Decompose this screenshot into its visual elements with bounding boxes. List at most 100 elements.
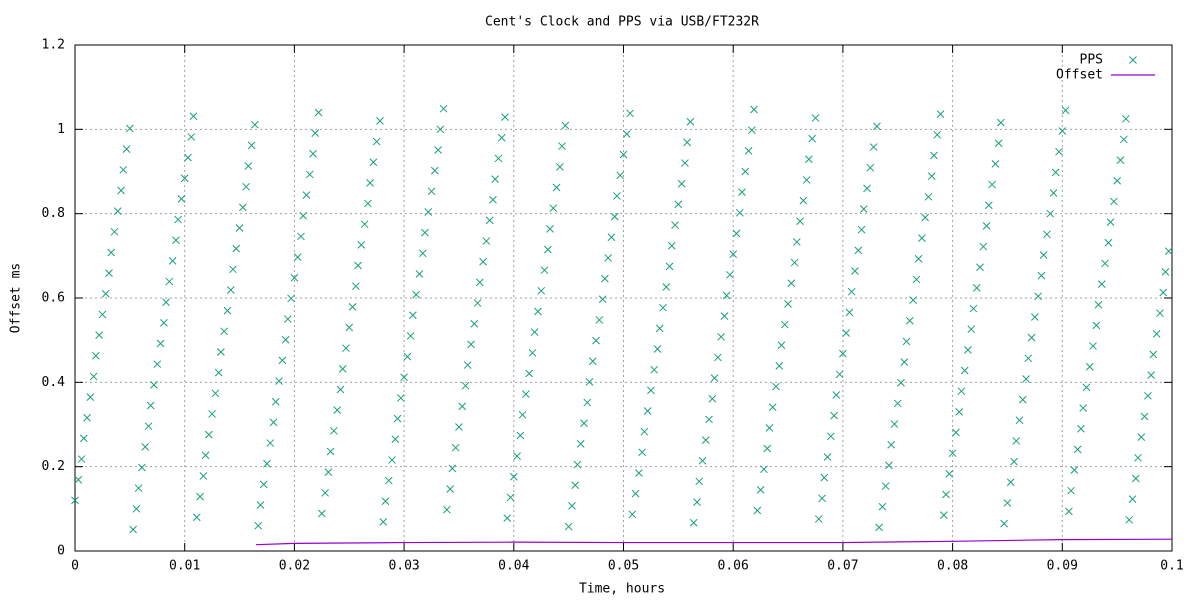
pps-point xyxy=(107,248,116,257)
pps-point xyxy=(391,435,400,444)
pps-point xyxy=(671,221,679,229)
offset-line xyxy=(255,538,1173,546)
pps-point xyxy=(750,105,758,114)
pps-point xyxy=(430,166,439,175)
pps-point xyxy=(677,179,686,188)
y-tick-label: 0.4 xyxy=(42,375,66,390)
pps-point xyxy=(832,391,841,399)
pps-point xyxy=(1113,176,1122,185)
pps-point xyxy=(473,299,482,307)
pps-point xyxy=(1164,247,1173,256)
pps-point xyxy=(321,488,329,497)
pps-point xyxy=(443,505,451,514)
pps-point xyxy=(501,113,509,121)
pps-point xyxy=(174,215,182,224)
pps-point xyxy=(503,514,512,522)
pps-point xyxy=(576,440,585,448)
pps-point xyxy=(887,440,896,449)
pps-point xyxy=(369,158,378,167)
pps-point xyxy=(681,159,689,167)
pps-point xyxy=(792,238,801,246)
pps-point xyxy=(808,134,817,143)
pps-point xyxy=(1010,457,1018,466)
pps-point xyxy=(534,307,542,316)
pps-point xyxy=(805,155,813,164)
pps-point xyxy=(552,183,561,192)
x-tick-label: 0.1 xyxy=(1160,559,1183,574)
pps-point xyxy=(376,117,384,125)
pps-point xyxy=(393,414,402,423)
pps-point xyxy=(269,418,278,427)
pps-point xyxy=(875,523,883,532)
x-tick-label: 0.01 xyxy=(169,559,200,574)
pps-point xyxy=(622,130,631,138)
pps-point xyxy=(1092,321,1101,330)
pps-point xyxy=(695,477,704,486)
pps-point xyxy=(638,448,647,457)
pps-point xyxy=(470,319,479,328)
pps-point xyxy=(543,245,552,254)
pps-point xyxy=(1022,375,1030,383)
pps-point xyxy=(741,167,750,176)
pps-point xyxy=(162,298,170,307)
y-tick-label: 1 xyxy=(57,122,65,137)
pps-point xyxy=(909,296,917,304)
pps-point xyxy=(701,436,710,444)
pps-point xyxy=(196,492,204,501)
pps-point xyxy=(598,295,607,304)
pps-point xyxy=(647,386,655,395)
pps-point xyxy=(945,469,954,478)
pps-point xyxy=(415,270,424,278)
pps-point xyxy=(448,464,457,473)
pps-point xyxy=(256,501,265,509)
pps-point xyxy=(1051,168,1060,177)
pps-point xyxy=(1006,478,1015,487)
pps-point xyxy=(905,316,914,325)
pps-point xyxy=(409,311,417,320)
pps-point xyxy=(141,442,150,451)
pps-point xyxy=(1161,268,1170,276)
pps-point xyxy=(467,340,475,349)
pps-point xyxy=(1097,280,1106,288)
x-tick-label: 0.08 xyxy=(937,559,968,574)
pps-point xyxy=(110,227,119,236)
pps-point xyxy=(1031,313,1039,321)
pps-point xyxy=(396,394,405,402)
pps-point xyxy=(939,511,948,520)
pps-point xyxy=(1094,300,1103,309)
pps-point xyxy=(842,329,851,337)
pps-point xyxy=(851,267,859,275)
pps-point xyxy=(982,222,991,230)
pps-point xyxy=(665,262,674,271)
x-tick-label: 0.05 xyxy=(608,559,639,574)
pps-point xyxy=(708,394,717,403)
pps-point xyxy=(859,205,868,213)
pps-point xyxy=(427,187,436,196)
pps-point xyxy=(930,151,938,160)
pps-point xyxy=(738,188,746,197)
pps-point xyxy=(247,141,256,150)
y-tick-label: 0.2 xyxy=(42,459,65,474)
pps-point xyxy=(122,145,131,154)
pps-point xyxy=(610,212,619,221)
pps-point xyxy=(1024,354,1033,363)
pps-point xyxy=(439,104,448,113)
legend-marker xyxy=(1129,56,1137,64)
pps-point xyxy=(600,274,609,283)
pps-point xyxy=(479,257,487,266)
pps-point xyxy=(1104,238,1113,247)
pps-point xyxy=(613,192,621,200)
pps-point xyxy=(756,486,765,494)
pps-point xyxy=(177,195,186,203)
pps-point xyxy=(336,385,345,394)
pps-point xyxy=(278,356,287,365)
pps-point xyxy=(119,165,128,174)
pps-point xyxy=(83,413,91,422)
pps-point xyxy=(820,473,829,482)
pps-point xyxy=(299,211,308,220)
pps-point xyxy=(1067,486,1075,495)
pps-point xyxy=(117,186,125,195)
pps-point xyxy=(309,149,317,158)
